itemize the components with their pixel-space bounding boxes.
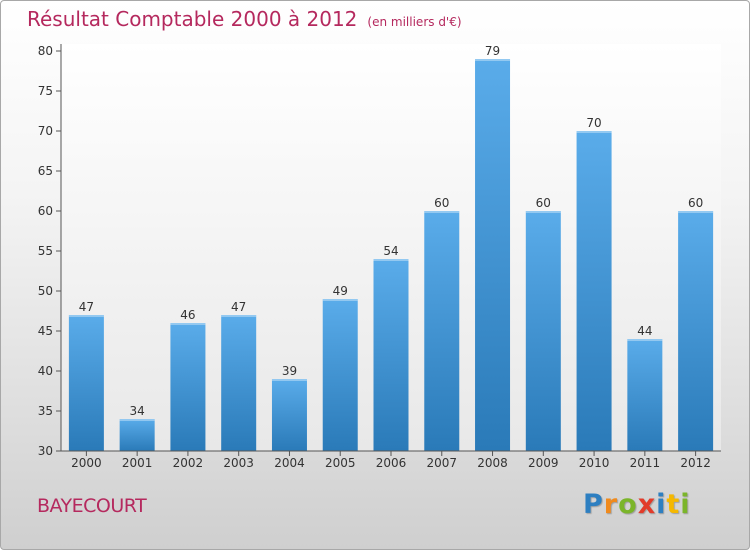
bar-highlight-2011 <box>627 339 663 341</box>
chart-title: Résultat Comptable 2000 à 2012 (en millie… <box>27 7 462 31</box>
y-tick-label-30: 30 <box>38 444 53 458</box>
bar-2007 <box>424 211 460 451</box>
logo-letter-4: i <box>656 489 667 520</box>
value-label-2001: 34 <box>130 404 145 418</box>
logo-letter-5: t <box>666 489 681 520</box>
value-label-2003: 47 <box>231 300 246 314</box>
x-tick-label-2008: 2008 <box>477 456 508 470</box>
bar-highlight-2010 <box>576 131 612 133</box>
bar-2004 <box>271 379 307 451</box>
y-tick-label-75: 75 <box>38 84 53 98</box>
bar-highlight-2004 <box>271 379 307 381</box>
value-label-2005: 49 <box>333 284 348 298</box>
bar-highlight-2008 <box>475 59 511 61</box>
bar-2009 <box>525 211 561 451</box>
chart-title-text: Résultat Comptable 2000 à 2012 <box>27 7 358 31</box>
x-tick-label-2003: 2003 <box>223 456 254 470</box>
x-tick-label-2005: 2005 <box>325 456 356 470</box>
bar-2010 <box>576 131 612 451</box>
bar-highlight-2009 <box>525 211 561 213</box>
x-tick-label-2007: 2007 <box>426 456 457 470</box>
y-tick-label-70: 70 <box>38 124 53 138</box>
proxiti-logo[interactable]: Proxiti <box>583 489 691 520</box>
value-label-2000: 47 <box>79 300 94 314</box>
bars-layer: 47 34 46 47 39 49 54 60 79 60 70 44 60 <box>68 44 714 451</box>
value-label-2004: 39 <box>282 364 297 378</box>
bar-highlight-2001 <box>119 419 155 421</box>
bar-highlight-2000 <box>68 315 104 317</box>
logo-letter-1: r <box>603 489 619 520</box>
x-tick-label-2004: 2004 <box>274 456 305 470</box>
bar-highlight-2002 <box>170 323 206 325</box>
y-tick-label-65: 65 <box>38 164 53 178</box>
y-tick-label-55: 55 <box>38 244 53 258</box>
value-label-2008: 79 <box>485 44 500 58</box>
bar-highlight-2012 <box>678 211 714 213</box>
bar-2008 <box>475 59 511 451</box>
logo-letter-3: x <box>637 489 657 520</box>
bar-highlight-2005 <box>322 299 358 301</box>
x-tick-label-2012: 2012 <box>680 456 711 470</box>
value-label-2002: 46 <box>180 308 195 322</box>
bar-2005 <box>322 299 358 451</box>
y-tick-label-40: 40 <box>38 364 53 378</box>
y-tick-label-80: 80 <box>38 44 53 58</box>
value-label-2010: 70 <box>586 116 601 130</box>
logo-letter-0: P <box>583 489 604 520</box>
bar-highlight-2006 <box>373 259 409 261</box>
x-tick-label-2000: 2000 <box>71 456 102 470</box>
y-tick-label-35: 35 <box>38 404 53 418</box>
x-tick-label-2011: 2011 <box>630 456 661 470</box>
x-tick-label-2010: 2010 <box>579 456 610 470</box>
logo-letter-2: o <box>618 489 638 520</box>
x-tick-label-2006: 2006 <box>376 456 407 470</box>
bar-2001 <box>119 419 155 451</box>
x-tick-label-2001: 2001 <box>122 456 153 470</box>
x-tick-label-2002: 2002 <box>173 456 204 470</box>
x-tick-label-2009: 2009 <box>528 456 559 470</box>
value-label-2007: 60 <box>434 196 449 210</box>
bar-2011 <box>627 339 663 451</box>
bar-highlight-2003 <box>221 315 257 317</box>
bar-highlight-2007 <box>424 211 460 213</box>
bar-2006 <box>373 259 409 451</box>
value-label-2009: 60 <box>536 196 551 210</box>
value-label-2012: 60 <box>688 196 703 210</box>
value-label-2006: 54 <box>383 244 398 258</box>
logo-letter-6: i <box>680 489 691 520</box>
commune-name: BAYECOURT <box>37 495 147 517</box>
chart-subtitle: (en milliers d'€) <box>367 15 462 29</box>
y-tick-label-60: 60 <box>38 204 53 218</box>
bar-2000 <box>68 315 104 451</box>
bar-2002 <box>170 323 206 451</box>
y-tick-label-50: 50 <box>38 284 53 298</box>
bar-2012 <box>678 211 714 451</box>
y-tick-label-45: 45 <box>38 324 53 338</box>
axes-layer: 2000 2001 2002 2003 2004 2005 2006 2007 2008 2009… <box>38 44 721 470</box>
value-label-2011: 44 <box>637 324 652 338</box>
bar-2003 <box>221 315 257 451</box>
